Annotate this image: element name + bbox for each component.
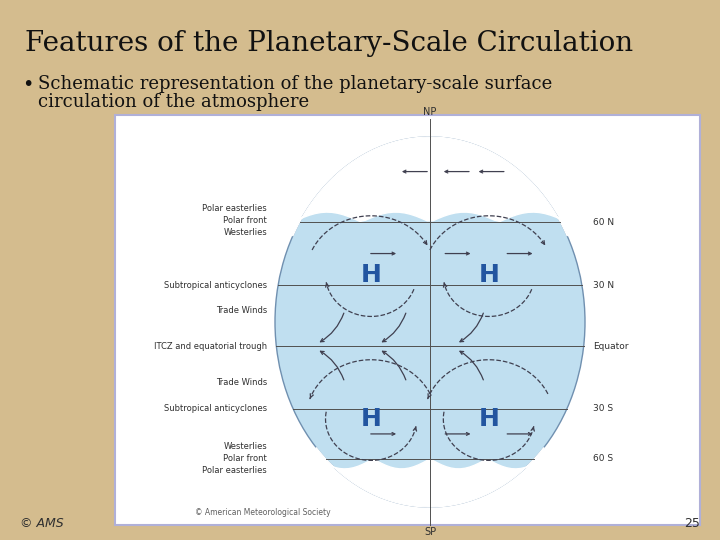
Text: circulation of the atmosphere: circulation of the atmosphere: [38, 93, 309, 111]
Text: © AMS: © AMS: [20, 517, 63, 530]
Text: Features of the Planetary-Scale Circulation: Features of the Planetary-Scale Circulat…: [25, 30, 633, 57]
Polygon shape: [316, 448, 544, 507]
Text: Equator: Equator: [593, 342, 629, 350]
Text: Schematic representation of the planetary-scale surface: Schematic representation of the planetar…: [38, 75, 552, 93]
Text: H: H: [479, 407, 500, 431]
Text: H: H: [361, 407, 382, 431]
Text: Polar easterlies: Polar easterlies: [202, 467, 267, 475]
Text: H: H: [479, 263, 500, 287]
FancyBboxPatch shape: [115, 115, 700, 525]
Text: SP: SP: [424, 527, 436, 537]
Text: Polar front: Polar front: [223, 454, 267, 463]
Text: Subtropical anticyclones: Subtropical anticyclones: [164, 280, 267, 289]
Text: Polar easterlies: Polar easterlies: [202, 204, 267, 213]
Text: ITCZ and equatorial trough: ITCZ and equatorial trough: [154, 342, 267, 350]
Text: Polar front: Polar front: [223, 215, 267, 225]
Text: 60 N: 60 N: [593, 218, 614, 227]
Text: 60 S: 60 S: [593, 454, 613, 463]
Text: Westerlies: Westerlies: [223, 442, 267, 451]
Text: Trade Winds: Trade Winds: [216, 378, 267, 387]
Ellipse shape: [275, 137, 585, 507]
Text: © American Meteorological Society: © American Meteorological Society: [195, 508, 330, 517]
Polygon shape: [293, 137, 567, 236]
Text: 30 N: 30 N: [593, 280, 614, 289]
Text: Trade Winds: Trade Winds: [216, 306, 267, 315]
Text: Subtropical anticyclones: Subtropical anticyclones: [164, 404, 267, 414]
Text: Westerlies: Westerlies: [223, 227, 267, 237]
Text: 30 S: 30 S: [593, 404, 613, 414]
Text: H: H: [361, 263, 382, 287]
Text: NP: NP: [423, 107, 437, 117]
Text: •: •: [22, 75, 33, 94]
Text: 25: 25: [684, 517, 700, 530]
